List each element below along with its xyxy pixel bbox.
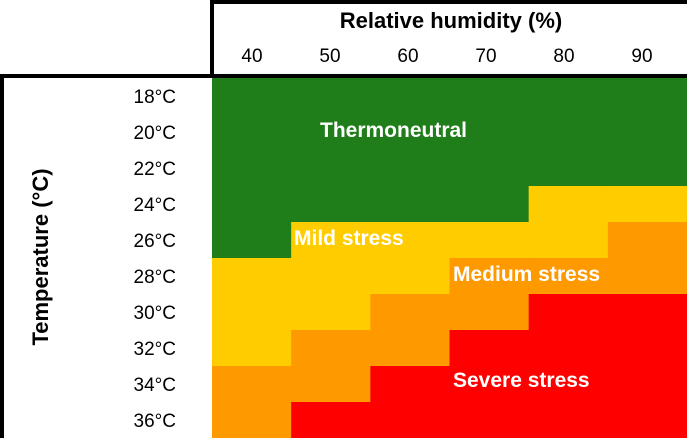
heatmap-cell — [607, 78, 687, 115]
heatmap-cell — [528, 294, 609, 331]
heatmap-cell — [212, 330, 292, 367]
heatmap-cell — [370, 114, 451, 151]
zone-label: Severe stress — [453, 369, 590, 392]
x-tick-label: 40 — [241, 46, 262, 67]
heatmap-cell — [528, 78, 609, 115]
heatmap-cell — [607, 222, 687, 259]
y-tick-label: 22°C — [134, 159, 176, 180]
heatmap-cell — [291, 330, 371, 367]
heatmap-cell — [291, 150, 371, 187]
y-tick-label: 26°C — [134, 231, 176, 252]
y-tick-labels: 18°C 20°C 22°C 24°C 26°C 28°C 30°C 32°C 34°C 36°C — [134, 87, 176, 432]
heatmap-cell — [449, 402, 530, 438]
heatmap-cell — [449, 258, 530, 295]
heatmap-cell — [449, 222, 530, 259]
heatmap-cell — [370, 150, 451, 187]
heatmap-cell — [370, 294, 451, 331]
x-tick-label: 90 — [631, 46, 652, 67]
heatmap-cell — [449, 150, 530, 187]
heatmap-cell — [528, 366, 609, 403]
heatmap-cell — [291, 402, 371, 438]
heatmap-cell — [607, 186, 687, 223]
zone-label: Mild stress — [294, 227, 404, 250]
heatmap-cell — [607, 294, 687, 331]
heatmap-cell — [528, 114, 609, 151]
heatmap-cell — [212, 186, 292, 223]
heatmap-cell — [370, 186, 451, 223]
x-tick-label: 50 — [319, 46, 340, 67]
heatmap-cell — [528, 186, 609, 223]
x-tick-label: 60 — [397, 46, 418, 67]
heatmap-cell — [528, 150, 609, 187]
heatmap-cell — [607, 402, 687, 438]
heatmap-cell — [212, 150, 292, 187]
heatmap-cell — [449, 330, 530, 367]
heatmap-cell — [370, 366, 451, 403]
y-tick-label: 30°C — [134, 303, 176, 324]
heatmap-cell — [528, 330, 609, 367]
zone-labels: Thermoneutral Mild stress Medium stress Sev… — [294, 119, 600, 392]
heatmap-cell — [370, 402, 451, 438]
heatmap-cell — [291, 294, 371, 331]
heatmap-cell — [528, 402, 609, 438]
y-axis-title: Temperature (°C) — [28, 168, 53, 345]
heatmap-cell — [212, 78, 292, 115]
heatmap-cell — [607, 258, 687, 295]
x-tick-label: 80 — [553, 46, 574, 67]
heatmap-cell — [291, 114, 371, 151]
zone-label: Medium stress — [453, 263, 600, 286]
heatmap-cell — [291, 186, 371, 223]
heatmap-cell — [528, 258, 609, 295]
heatmap-cell — [607, 114, 687, 151]
heatmap-cell — [212, 366, 292, 403]
zone-label: Thermoneutral — [320, 119, 467, 142]
y-tick-label: 32°C — [134, 339, 176, 360]
x-tick-label: 70 — [475, 46, 496, 67]
heatmap-cell — [291, 366, 371, 403]
heatmap-cell — [528, 222, 609, 259]
heatmap-cell — [370, 330, 451, 367]
heatmap-cell — [607, 150, 687, 187]
x-axis-title: Relative humidity (%) — [340, 8, 562, 33]
y-tick-label: 24°C — [134, 195, 176, 216]
heatmap-cell — [607, 366, 687, 403]
y-tick-label: 36°C — [134, 411, 176, 432]
heatmap-cell — [449, 114, 530, 151]
y-tick-label: 34°C — [134, 375, 176, 396]
y-tick-label: 18°C — [134, 87, 176, 108]
heatmap-cell — [449, 78, 530, 115]
heatmap-cell — [291, 78, 371, 115]
y-tick-label: 20°C — [134, 123, 176, 144]
heatmap-cell — [212, 402, 292, 438]
heatmap-cell — [607, 330, 687, 367]
heatmap-cell — [449, 366, 530, 403]
heatmap-cell — [370, 78, 451, 115]
heatmap-cell — [449, 294, 530, 331]
heatmap-cell — [212, 294, 292, 331]
heatmap-cell — [370, 258, 451, 295]
x-tick-labels: 40 50 60 70 80 90 — [241, 46, 652, 67]
heatmap-cell — [291, 258, 371, 295]
heatmap-cell — [449, 186, 530, 223]
heatmap-cell — [370, 222, 451, 259]
heatmap-cell — [212, 258, 292, 295]
heatmap-cell — [212, 222, 292, 259]
heatmap-cell — [291, 222, 371, 259]
heatmap-cells — [212, 78, 687, 438]
heatmap-cell — [212, 114, 292, 151]
y-tick-label: 28°C — [134, 267, 176, 288]
